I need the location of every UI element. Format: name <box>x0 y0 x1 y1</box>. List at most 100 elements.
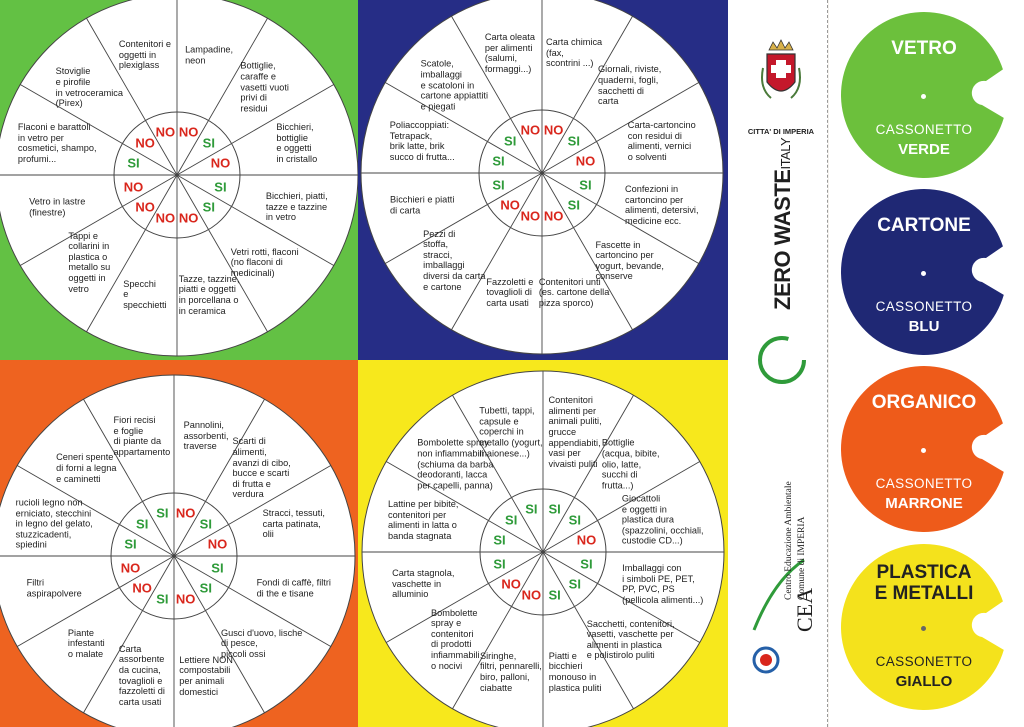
sector-label: Carta chimica (fax, scontrini ...) <box>545 37 603 69</box>
sector-label: Tazze, tazzine, piatti e oggetti in porc… <box>178 273 240 316</box>
sector-divider <box>542 551 700 643</box>
sector-label: Siringhe, filtri, pennarelli, biro, pall… <box>480 650 542 693</box>
bin-color-name: MARRONE <box>885 495 963 512</box>
sector-divider <box>176 18 268 176</box>
sector-label: Imballaggi con i simboli PE, PET, PP, PV… <box>622 562 704 605</box>
bin-subtitle: CASSONETTO <box>875 299 973 314</box>
sector-divider <box>20 84 178 176</box>
sector-divider <box>542 551 634 709</box>
sector-label: Bottiglie (acqua, bibite, olio, latte, s… <box>601 437 660 491</box>
sector-label: Carta assorbente da cucina, tovaglioli e… <box>118 643 165 707</box>
bin-organico: ORGANICO CASSONETTO MARRONE <box>829 362 1024 537</box>
sector-sign: NO <box>175 591 196 607</box>
sector-label: rucioli legno non erniciato, stecchini i… <box>15 497 93 550</box>
sector-sign: SI <box>492 177 505 193</box>
sector-label: Contenitori alimenti per animali puliti,… <box>548 395 602 469</box>
sector-sign: SI <box>199 580 212 596</box>
sector-sign: SI <box>493 556 506 572</box>
sector-label: Flaconi e barattoli in vetro per cosmeti… <box>17 121 97 164</box>
sector-sign: SI <box>156 505 169 521</box>
wheel-graphic <box>0 374 356 727</box>
sector-divider <box>173 555 331 647</box>
sector-divider <box>86 18 178 176</box>
sector-label: Bicchieri e piatti di carta <box>390 194 455 216</box>
sector-divider <box>452 551 544 709</box>
sector-sign: SI <box>156 591 169 607</box>
sector-label: Scarti di alimenti, avanzi di cibo, bucc… <box>232 436 291 500</box>
zero-waste-label: ZERO WASTEITALY <box>770 137 795 310</box>
sector-divider <box>86 174 178 332</box>
sector-sign: NO <box>135 135 155 151</box>
sector-sign: NO <box>132 580 152 596</box>
sector-label: Vetri rotti, flaconi (no flaconi di medi… <box>230 246 299 278</box>
sector-divider <box>17 465 175 557</box>
middle-strip <box>728 0 828 727</box>
sector-sign: NO <box>123 179 144 195</box>
bin-title: CARTONE <box>877 215 971 236</box>
sector-divider <box>451 172 543 330</box>
sector-label: Giocattoli e oggetti in plastica dura (s… <box>621 493 704 546</box>
sector-sign: NO <box>155 210 176 226</box>
sector-sign: NO <box>543 208 564 224</box>
sector-label: Sacchetti, contenitori, vasetti, vaschet… <box>586 618 675 661</box>
bin-vetro: VETRO CASSONETTO VERDE <box>829 8 1024 183</box>
cea-logo-icon <box>752 558 805 674</box>
bin-title: VETRO <box>891 38 957 59</box>
sector-sign: SI <box>211 560 224 576</box>
sector-divider <box>385 82 543 174</box>
sector-divider <box>541 16 633 174</box>
sector-label: Pannolini, assorbenti, traverse <box>183 420 229 452</box>
sector-label: Bottiglie, caraffe e vasetti vuoti privi… <box>240 60 289 114</box>
sector-sign: SI <box>202 135 215 151</box>
sector-sign: SI <box>548 587 561 603</box>
sector-label: Fondi di caffè, filtri di the e tisane <box>256 577 331 599</box>
sector-sign: NO <box>175 505 196 521</box>
sector-divider <box>385 172 543 264</box>
bin-title: PLASTICA E METALLI <box>874 562 974 604</box>
sector-sign: SI <box>525 501 538 517</box>
organic-wheel: Pannolini, assorbenti, traverse NO Scarti … <box>0 360 358 727</box>
sector-divider <box>173 399 265 557</box>
bin-subtitle: CASSONETTO <box>875 654 973 669</box>
sector-sign: NO <box>210 155 231 171</box>
sector-label: Confezioni in cartoncino per alimenti, d… <box>625 183 699 226</box>
bins-column: VETRO CASSONETTO VERDE CARTONE CASSONETTO BL… <box>829 0 1024 727</box>
wheel-graphic <box>361 370 725 727</box>
sector-sign: SI <box>493 532 506 548</box>
sector-sign: NO <box>207 536 228 552</box>
sector-label: Poliaccoppiati: Tetrapack, brik latte, b… <box>389 119 455 162</box>
sector-label: Specchi e specchietti <box>123 278 167 311</box>
sector-sign: SI <box>568 512 581 528</box>
sector-divider <box>541 172 633 330</box>
bin-color-name: GIALLO <box>895 673 953 690</box>
sector-sign: NO <box>520 122 541 138</box>
bin-cartone: CARTONE CASSONETTO BLU <box>829 185 1024 360</box>
sector-label: Fiori recisi e foglie di piante da appar… <box>113 415 171 457</box>
sector-divider <box>17 555 175 647</box>
sector-sign: SI <box>127 155 140 171</box>
cea-line-2: Comune di IMPERIA <box>797 516 807 600</box>
bin-subtitle: CASSONETTO <box>875 476 973 491</box>
sector-sign: SI <box>568 576 581 592</box>
city-name: CITTA' DI IMPERIA <box>747 127 815 136</box>
sector-label: Bicchieri, piatti, tazze e tazzine in ve… <box>265 191 328 223</box>
bin-subtitle: CASSONETTO <box>875 122 973 137</box>
sector-sign: NO <box>178 124 199 140</box>
sector-label: Carta stagnola, vaschette in alluminio <box>392 568 455 600</box>
sector-label: Filtri aspirapolvere <box>26 577 82 599</box>
sector-label: Ceneri spente di forni a legna e caminet… <box>56 452 117 484</box>
sector-divider <box>83 555 175 713</box>
sector-sign: NO <box>135 199 155 215</box>
sector-sign: NO <box>178 210 199 226</box>
sector-label: Vetro in lastre (finestre) <box>29 196 86 218</box>
sector-sign: SI <box>567 133 580 149</box>
sector-sign: NO <box>500 197 520 213</box>
wheel-graphic <box>0 0 358 357</box>
sector-label: Tappi e collarini in plastica o metallo … <box>68 230 111 294</box>
sector-sign: SI <box>504 133 517 149</box>
sector-label: Lampadine, neon <box>185 44 234 66</box>
bin-dot <box>921 448 926 453</box>
sector-sign: NO <box>155 124 176 140</box>
sector-label: Tubetti, tappi, capsule e coperchi in me… <box>479 405 543 459</box>
sector-label: Lattine per bibite, contenitori per alim… <box>387 498 459 541</box>
